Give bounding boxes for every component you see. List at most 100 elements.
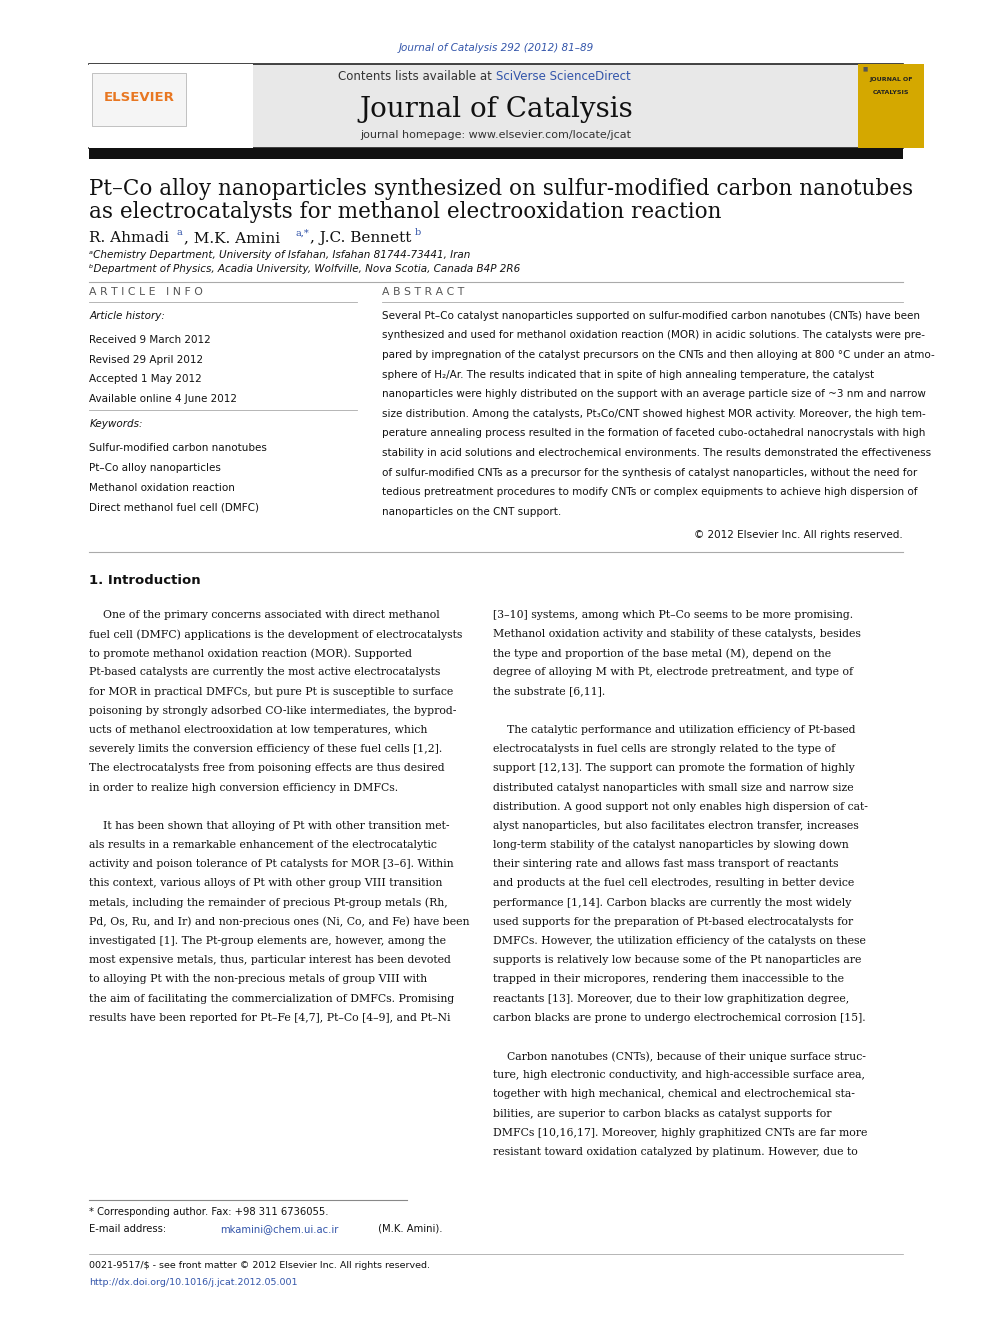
Text: ucts of methanol electrooxidation at low temperatures, which: ucts of methanol electrooxidation at low… [89, 725, 428, 736]
Text: [3–10] systems, among which Pt–Co seems to be more promising.: [3–10] systems, among which Pt–Co seems … [493, 610, 853, 620]
Text: used supports for the preparation of Pt-based electrocatalysts for: used supports for the preparation of Pt-… [493, 917, 853, 927]
Text: Accepted 1 May 2012: Accepted 1 May 2012 [89, 374, 202, 385]
Text: stability in acid solutions and electrochemical environments. The results demons: stability in acid solutions and electroc… [382, 448, 931, 458]
Text: A B S T R A C T: A B S T R A C T [382, 287, 464, 298]
Text: R. Ahmadi: R. Ahmadi [89, 232, 170, 245]
Text: metals, including the remainder of precious Pt-group metals (Rh,: metals, including the remainder of preci… [89, 898, 448, 908]
Text: as electrocatalysts for methanol electrooxidation reaction: as electrocatalysts for methanol electro… [89, 201, 722, 222]
Text: 0021-9517/$ - see front matter © 2012 Elsevier Inc. All rights reserved.: 0021-9517/$ - see front matter © 2012 El… [89, 1261, 431, 1270]
Text: electrocatalysts in fuel cells are strongly related to the type of: electrocatalysts in fuel cells are stron… [493, 744, 835, 754]
FancyBboxPatch shape [89, 148, 903, 159]
Text: activity and poison tolerance of Pt catalysts for MOR [3–6]. Within: activity and poison tolerance of Pt cata… [89, 860, 454, 869]
Text: degree of alloying M with Pt, electrode pretreatment, and type of: degree of alloying M with Pt, electrode … [493, 667, 853, 677]
Text: Received 9 March 2012: Received 9 March 2012 [89, 335, 211, 345]
Text: E-mail address:: E-mail address: [89, 1224, 170, 1234]
Text: Pd, Os, Ru, and Ir) and non-precious ones (Ni, Co, and Fe) have been: Pd, Os, Ru, and Ir) and non-precious one… [89, 917, 470, 927]
Text: distributed catalyst nanoparticles with small size and narrow size: distributed catalyst nanoparticles with … [493, 783, 854, 792]
Text: bilities, are superior to carbon blacks as catalyst supports for: bilities, are superior to carbon blacks … [493, 1109, 831, 1119]
Text: poisoning by strongly adsorbed CO-like intermediates, the byprod-: poisoning by strongly adsorbed CO-like i… [89, 706, 456, 716]
Text: Keywords:: Keywords: [89, 419, 143, 430]
Text: ture, high electronic conductivity, and high-accessible surface area,: ture, high electronic conductivity, and … [493, 1070, 865, 1081]
Text: together with high mechanical, chemical and electrochemical sta-: together with high mechanical, chemical … [493, 1090, 855, 1099]
Text: * Corresponding author. Fax: +98 311 6736055.: * Corresponding author. Fax: +98 311 673… [89, 1207, 328, 1217]
Text: One of the primary concerns associated with direct methanol: One of the primary concerns associated w… [89, 610, 440, 620]
FancyBboxPatch shape [858, 64, 924, 148]
Text: DMFCs [10,16,17]. Moreover, highly graphitized CNTs are far more: DMFCs [10,16,17]. Moreover, highly graph… [493, 1129, 867, 1138]
Text: ■: ■ [862, 66, 868, 71]
Text: Contents lists available at: Contents lists available at [338, 70, 496, 83]
Text: pared by impregnation of the catalyst precursors on the CNTs and then alloying a: pared by impregnation of the catalyst pr… [382, 351, 934, 360]
Text: ᵇDepartment of Physics, Acadia University, Wolfville, Nova Scotia, Canada B4P 2R: ᵇDepartment of Physics, Acadia Universit… [89, 263, 521, 274]
Text: Sulfur-modified carbon nanotubes: Sulfur-modified carbon nanotubes [89, 443, 267, 454]
Text: als results in a remarkable enhancement of the electrocatalytic: als results in a remarkable enhancement … [89, 840, 437, 851]
Text: (M.K. Amini).: (M.K. Amini). [375, 1224, 442, 1234]
Text: nanoparticles on the CNT support.: nanoparticles on the CNT support. [382, 507, 561, 517]
Text: the substrate [6,11].: the substrate [6,11]. [493, 687, 605, 697]
Text: most expensive metals, thus, particular interest has been devoted: most expensive metals, thus, particular … [89, 955, 451, 966]
Text: trapped in their micropores, rendering them inaccessible to the: trapped in their micropores, rendering t… [493, 975, 844, 984]
Text: for MOR in practical DMFCs, but pure Pt is susceptible to surface: for MOR in practical DMFCs, but pure Pt … [89, 687, 453, 697]
Text: Pt–Co alloy nanoparticles: Pt–Co alloy nanoparticles [89, 463, 221, 474]
Text: fuel cell (DMFC) applications is the development of electrocatalysts: fuel cell (DMFC) applications is the dev… [89, 630, 462, 639]
Text: a,*: a,* [296, 229, 310, 237]
Text: in order to realize high conversion efficiency in DMFCs.: in order to realize high conversion effi… [89, 783, 399, 792]
Text: JOURNAL OF: JOURNAL OF [869, 77, 913, 82]
Text: reactants [13]. Moreover, due to their low graphitization degree,: reactants [13]. Moreover, due to their l… [493, 994, 849, 1004]
Text: Journal of Catalysis 292 (2012) 81–89: Journal of Catalysis 292 (2012) 81–89 [399, 42, 593, 53]
Text: 1. Introduction: 1. Introduction [89, 574, 201, 587]
Text: sphere of H₂/Ar. The results indicated that in spite of high annealing temperatu: sphere of H₂/Ar. The results indicated t… [382, 369, 874, 380]
Text: size distribution. Among the catalysts, Pt₃Co/CNT showed highest MOR activity. M: size distribution. Among the catalysts, … [382, 409, 926, 419]
Text: a: a [177, 229, 183, 237]
Text: CATALYSIS: CATALYSIS [873, 90, 909, 95]
Text: this context, various alloys of Pt with other group VIII transition: this context, various alloys of Pt with … [89, 878, 442, 889]
Text: supports is relatively low because some of the Pt nanoparticles are: supports is relatively low because some … [493, 955, 861, 966]
Text: nanoparticles were highly distributed on the support with an average particle si: nanoparticles were highly distributed on… [382, 389, 926, 400]
Text: Methanol oxidation reaction: Methanol oxidation reaction [89, 483, 235, 493]
Text: Revised 29 April 2012: Revised 29 April 2012 [89, 355, 203, 365]
Text: to alloying Pt with the non-precious metals of group VIII with: to alloying Pt with the non-precious met… [89, 975, 428, 984]
FancyBboxPatch shape [89, 64, 253, 148]
FancyBboxPatch shape [89, 64, 903, 148]
Text: The catalytic performance and utilization efficiency of Pt-based: The catalytic performance and utilizatio… [493, 725, 855, 736]
Text: , J.C. Bennett: , J.C. Bennett [310, 232, 412, 245]
Text: performance [1,14]. Carbon blacks are currently the most widely: performance [1,14]. Carbon blacks are cu… [493, 898, 851, 908]
Text: Pt–Co alloy nanoparticles synthesized on sulfur-modified carbon nanotubes: Pt–Co alloy nanoparticles synthesized on… [89, 179, 914, 200]
Text: b: b [415, 229, 421, 237]
Text: SciVerse ScienceDirect: SciVerse ScienceDirect [496, 70, 631, 83]
Text: and products at the fuel cell electrodes, resulting in better device: and products at the fuel cell electrodes… [493, 878, 854, 889]
Text: © 2012 Elsevier Inc. All rights reserved.: © 2012 Elsevier Inc. All rights reserved… [694, 531, 903, 540]
Text: Journal of Catalysis: Journal of Catalysis [359, 97, 633, 123]
Text: ᵃChemistry Department, University of Isfahan, Isfahan 81744-73441, Iran: ᵃChemistry Department, University of Isf… [89, 250, 470, 261]
Text: The electrocatalysts free from poisoning effects are thus desired: The electrocatalysts free from poisoning… [89, 763, 444, 774]
Text: Available online 4 June 2012: Available online 4 June 2012 [89, 394, 237, 405]
Text: Article history:: Article history: [89, 311, 165, 321]
Text: to promote methanol oxidation reaction (MOR). Supported: to promote methanol oxidation reaction (… [89, 648, 413, 659]
Text: mkamini@chem.ui.ac.ir: mkamini@chem.ui.ac.ir [220, 1224, 338, 1234]
Text: Direct methanol fuel cell (DMFC): Direct methanol fuel cell (DMFC) [89, 503, 259, 513]
Text: , M.K. Amini: , M.K. Amini [184, 232, 280, 245]
Text: Carbon nanotubes (CNTs), because of their unique surface struc-: Carbon nanotubes (CNTs), because of thei… [493, 1052, 866, 1061]
Text: Methanol oxidation activity and stability of these catalysts, besides: Methanol oxidation activity and stabilit… [493, 630, 861, 639]
Text: their sintering rate and allows fast mass transport of reactants: their sintering rate and allows fast mas… [493, 860, 838, 869]
Text: results have been reported for Pt–Fe [4,7], Pt–Co [4–9], and Pt–Ni: results have been reported for Pt–Fe [4,… [89, 1013, 450, 1023]
FancyBboxPatch shape [92, 73, 186, 126]
Text: DMFCs. However, the utilization efficiency of the catalysts on these: DMFCs. However, the utilization efficien… [493, 937, 866, 946]
Text: severely limits the conversion efficiency of these fuel cells [1,2].: severely limits the conversion efficienc… [89, 744, 442, 754]
Text: carbon blacks are prone to undergo electrochemical corrosion [15].: carbon blacks are prone to undergo elect… [493, 1013, 866, 1023]
Text: synthesized and used for methanol oxidation reaction (MOR) in acidic solutions. : synthesized and used for methanol oxidat… [382, 331, 925, 340]
Text: the type and proportion of the base metal (M), depend on the: the type and proportion of the base meta… [493, 648, 831, 659]
Text: journal homepage: www.elsevier.com/locate/jcat: journal homepage: www.elsevier.com/locat… [360, 130, 632, 140]
Text: resistant toward oxidation catalyzed by platinum. However, due to: resistant toward oxidation catalyzed by … [493, 1147, 858, 1158]
Text: tedious pretreatment procedures to modify CNTs or complex equipments to achieve : tedious pretreatment procedures to modif… [382, 487, 918, 497]
Text: the aim of facilitating the commercialization of DMFCs. Promising: the aim of facilitating the commercializ… [89, 994, 454, 1004]
Text: alyst nanoparticles, but also facilitates electron transfer, increases: alyst nanoparticles, but also facilitate… [493, 820, 859, 831]
Text: of sulfur-modified CNTs as a precursor for the synthesis of catalyst nanoparticl: of sulfur-modified CNTs as a precursor f… [382, 467, 918, 478]
Text: ELSEVIER: ELSEVIER [104, 91, 175, 105]
Text: http://dx.doi.org/10.1016/j.jcat.2012.05.001: http://dx.doi.org/10.1016/j.jcat.2012.05… [89, 1278, 298, 1287]
Text: A R T I C L E   I N F O: A R T I C L E I N F O [89, 287, 203, 298]
Text: Pt-based catalysts are currently the most active electrocatalysts: Pt-based catalysts are currently the mos… [89, 667, 440, 677]
Text: It has been shown that alloying of Pt with other transition met-: It has been shown that alloying of Pt wi… [89, 820, 449, 831]
Text: distribution. A good support not only enables high dispersion of cat-: distribution. A good support not only en… [493, 802, 868, 812]
Text: Several Pt–Co catalyst nanoparticles supported on sulfur-modified carbon nanotub: Several Pt–Co catalyst nanoparticles sup… [382, 311, 920, 321]
Text: perature annealing process resulted in the formation of faceted cubo-octahedral : perature annealing process resulted in t… [382, 429, 926, 438]
